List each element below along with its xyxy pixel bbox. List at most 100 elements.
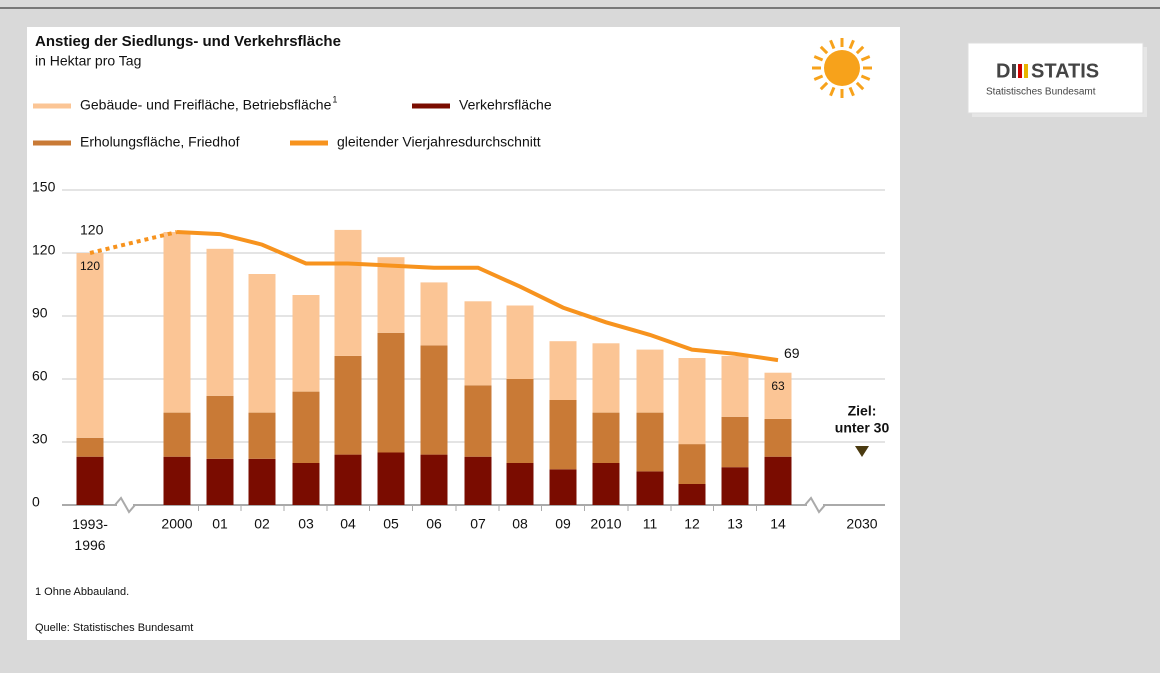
line	[176, 230, 779, 363]
x-tick-label: 14	[770, 516, 786, 532]
bar-segment	[636, 349, 664, 413]
bar-segment	[764, 456, 792, 505]
bar-segment	[292, 463, 320, 505]
target-marker	[855, 446, 869, 457]
bar-segment	[464, 456, 492, 505]
bar-segment	[420, 282, 448, 346]
sun-ray	[855, 45, 865, 55]
bar-segment	[76, 437, 104, 457]
x-tick-label: 05	[383, 516, 399, 532]
x-tick-label: 11	[643, 516, 658, 532]
bar-segment	[76, 253, 104, 438]
sun-ray	[829, 39, 836, 50]
bar-segment	[678, 358, 706, 445]
target-label: unter 30	[835, 420, 890, 436]
sun-ray	[819, 81, 829, 91]
bar-segment	[163, 456, 191, 505]
x-tick-label: 2010	[590, 516, 621, 532]
x-tick-label: 06	[426, 516, 442, 532]
bar-segment	[206, 395, 234, 459]
bar-segment	[721, 467, 749, 505]
bar-segment	[163, 232, 191, 413]
bar-segment	[248, 274, 276, 413]
y-tick-label: 120	[32, 242, 56, 258]
line-dotted	[89, 230, 178, 255]
bar-segment	[420, 345, 448, 455]
line-label: 69	[784, 345, 800, 361]
bar-segment	[549, 341, 577, 400]
logo-icon	[1018, 64, 1022, 78]
logo-right: STATIS	[1031, 60, 1099, 82]
bar-segment	[636, 412, 664, 472]
logo-icon	[1024, 64, 1028, 78]
bar-segment	[592, 412, 620, 463]
bar-label: 120	[80, 259, 100, 273]
target-label: Ziel:	[848, 403, 877, 419]
bar-segment	[248, 458, 276, 505]
bar-segment	[721, 355, 749, 417]
axis-break	[114, 496, 136, 514]
x-tick-label: 02	[254, 516, 270, 532]
bar-segment	[506, 463, 534, 505]
bar-segment	[292, 391, 320, 463]
y-tick-label: 90	[32, 305, 48, 321]
bar-segment	[76, 456, 104, 505]
logo-icon	[1012, 64, 1016, 78]
bar-segment	[377, 452, 405, 505]
sun-ray	[860, 55, 871, 62]
line-label: 120	[80, 222, 104, 238]
legend-label: gleitender Vierjahresdurchschnitt	[337, 134, 541, 150]
bar-segment	[248, 412, 276, 459]
sun-ray	[848, 39, 855, 50]
bar-segment	[206, 458, 234, 505]
bar-segment	[764, 418, 792, 457]
bar-segment	[549, 400, 577, 470]
x-tick-label: 04	[340, 516, 356, 532]
legend-label: Verkehrsfläche	[459, 97, 552, 113]
x-tick-label: 2000	[161, 516, 192, 532]
x-tick-label: 12	[684, 516, 700, 532]
bar-segment	[678, 444, 706, 484]
sun-ray	[848, 86, 855, 97]
bar-segment	[377, 257, 405, 333]
bar-segment	[764, 372, 792, 419]
sun-ray	[819, 45, 829, 55]
x-tick-label: 09	[555, 516, 571, 532]
bar-segment	[592, 343, 620, 413]
footnote: 1 Ohne Abbauland.	[35, 586, 129, 598]
bar-segment	[721, 416, 749, 468]
bar-segment	[592, 463, 620, 505]
bar-segment	[377, 332, 405, 453]
bar-segment	[678, 484, 706, 505]
sun-ray	[855, 81, 865, 91]
bar-segment	[464, 385, 492, 457]
bar-segment	[549, 469, 577, 505]
x-tick-label: 07	[470, 516, 486, 532]
x-tick-label: 01	[212, 516, 228, 532]
x-tick-label: 08	[512, 516, 528, 532]
bar-segment	[420, 454, 448, 505]
chart-panel	[27, 27, 900, 640]
bar-segment	[163, 412, 191, 457]
y-tick-label: 0	[32, 494, 40, 510]
bar-segment	[464, 301, 492, 386]
source: Quelle: Statistisches Bundesamt	[35, 622, 193, 634]
bar-segment	[636, 471, 664, 505]
y-tick-label: 30	[32, 431, 48, 447]
x-tick-label: 1993-1996	[72, 516, 108, 553]
bar-segment	[334, 355, 362, 455]
bar-segment	[506, 379, 534, 463]
chart-title: Anstieg der Siedlungs- und Verkehrsfläch…	[35, 33, 341, 50]
bar-segment	[292, 295, 320, 392]
sun-ray	[813, 74, 824, 81]
bar-segment	[206, 248, 234, 396]
axis-break	[804, 496, 826, 514]
legend-label: Gebäude- und Freifläche, Betriebsfläche	[80, 97, 332, 113]
bar-segment	[334, 454, 362, 505]
bar-segment	[334, 229, 362, 356]
logo-left: D	[996, 60, 1010, 82]
sun-ray	[813, 55, 824, 62]
bar-label: 63	[771, 379, 785, 393]
